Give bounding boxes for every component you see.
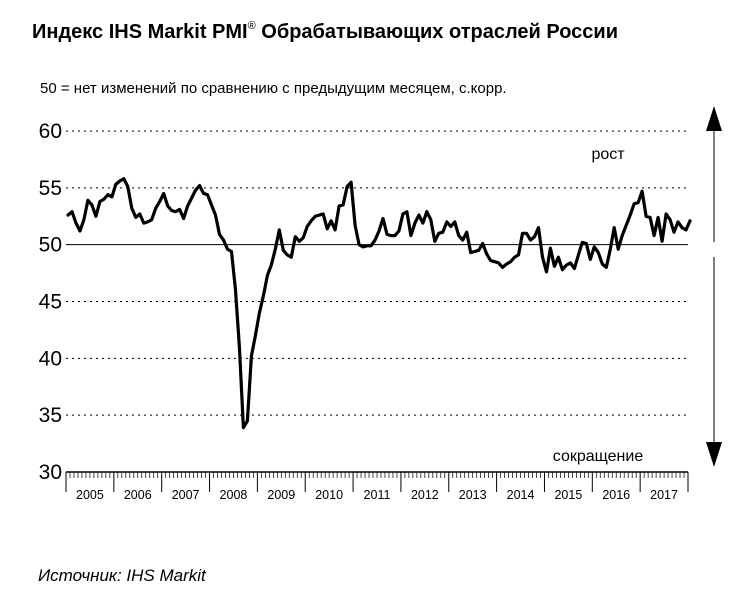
y-tick-30: 30	[39, 461, 62, 484]
x-tick-2012: 2012	[411, 488, 439, 502]
pmi-series-line	[66, 177, 692, 430]
y-tick-40: 40	[39, 347, 62, 370]
chart-title: Индекс IHS Markit PMI® Обрабатывающих от…	[32, 20, 618, 44]
x-tick-labels: 2005 2006 2007 2008 2009 2010 2011 2012 2013 2014…	[76, 488, 678, 502]
growth-arrow-icon	[706, 106, 722, 242]
x-tick-2014: 2014	[507, 488, 535, 502]
y-tick-labels: 30 35 40 45 50 55 60	[39, 120, 62, 484]
title-registered-mark: ®	[247, 20, 256, 32]
x-axis	[65, 471, 689, 492]
source-note: Источник: IHS Markit	[38, 566, 206, 585]
x-tick-2013: 2013	[459, 488, 487, 502]
chart-subtitle: 50 = нет изменений по сравнению с предыд…	[40, 80, 507, 97]
y-tick-55: 55	[39, 177, 62, 200]
y-tick-45: 45	[39, 291, 62, 314]
x-tick-2007: 2007	[172, 488, 200, 502]
gridlines	[66, 130, 688, 416]
contraction-label: сокращение	[553, 448, 644, 465]
title-rest: Обрабатывающих отраслей России	[255, 21, 618, 43]
x-tick-2016: 2016	[602, 488, 630, 502]
x-tick-2008: 2008	[220, 488, 248, 502]
contraction-arrow-icon	[706, 257, 722, 467]
x-tick-2010: 2010	[315, 488, 343, 502]
growth-label: рост	[591, 146, 625, 163]
x-tick-2015: 2015	[554, 488, 582, 502]
x-tick-2011: 2011	[364, 488, 391, 502]
x-tick-2009: 2009	[267, 488, 295, 502]
y-tick-50: 50	[39, 234, 62, 257]
y-tick-35: 35	[39, 404, 62, 427]
title-main: Индекс IHS Markit PMI	[32, 21, 248, 43]
x-tick-2006: 2006	[124, 488, 152, 502]
x-tick-2005: 2005	[76, 488, 104, 502]
x-tick-2017: 2017	[650, 488, 678, 502]
y-tick-60: 60	[39, 120, 62, 143]
